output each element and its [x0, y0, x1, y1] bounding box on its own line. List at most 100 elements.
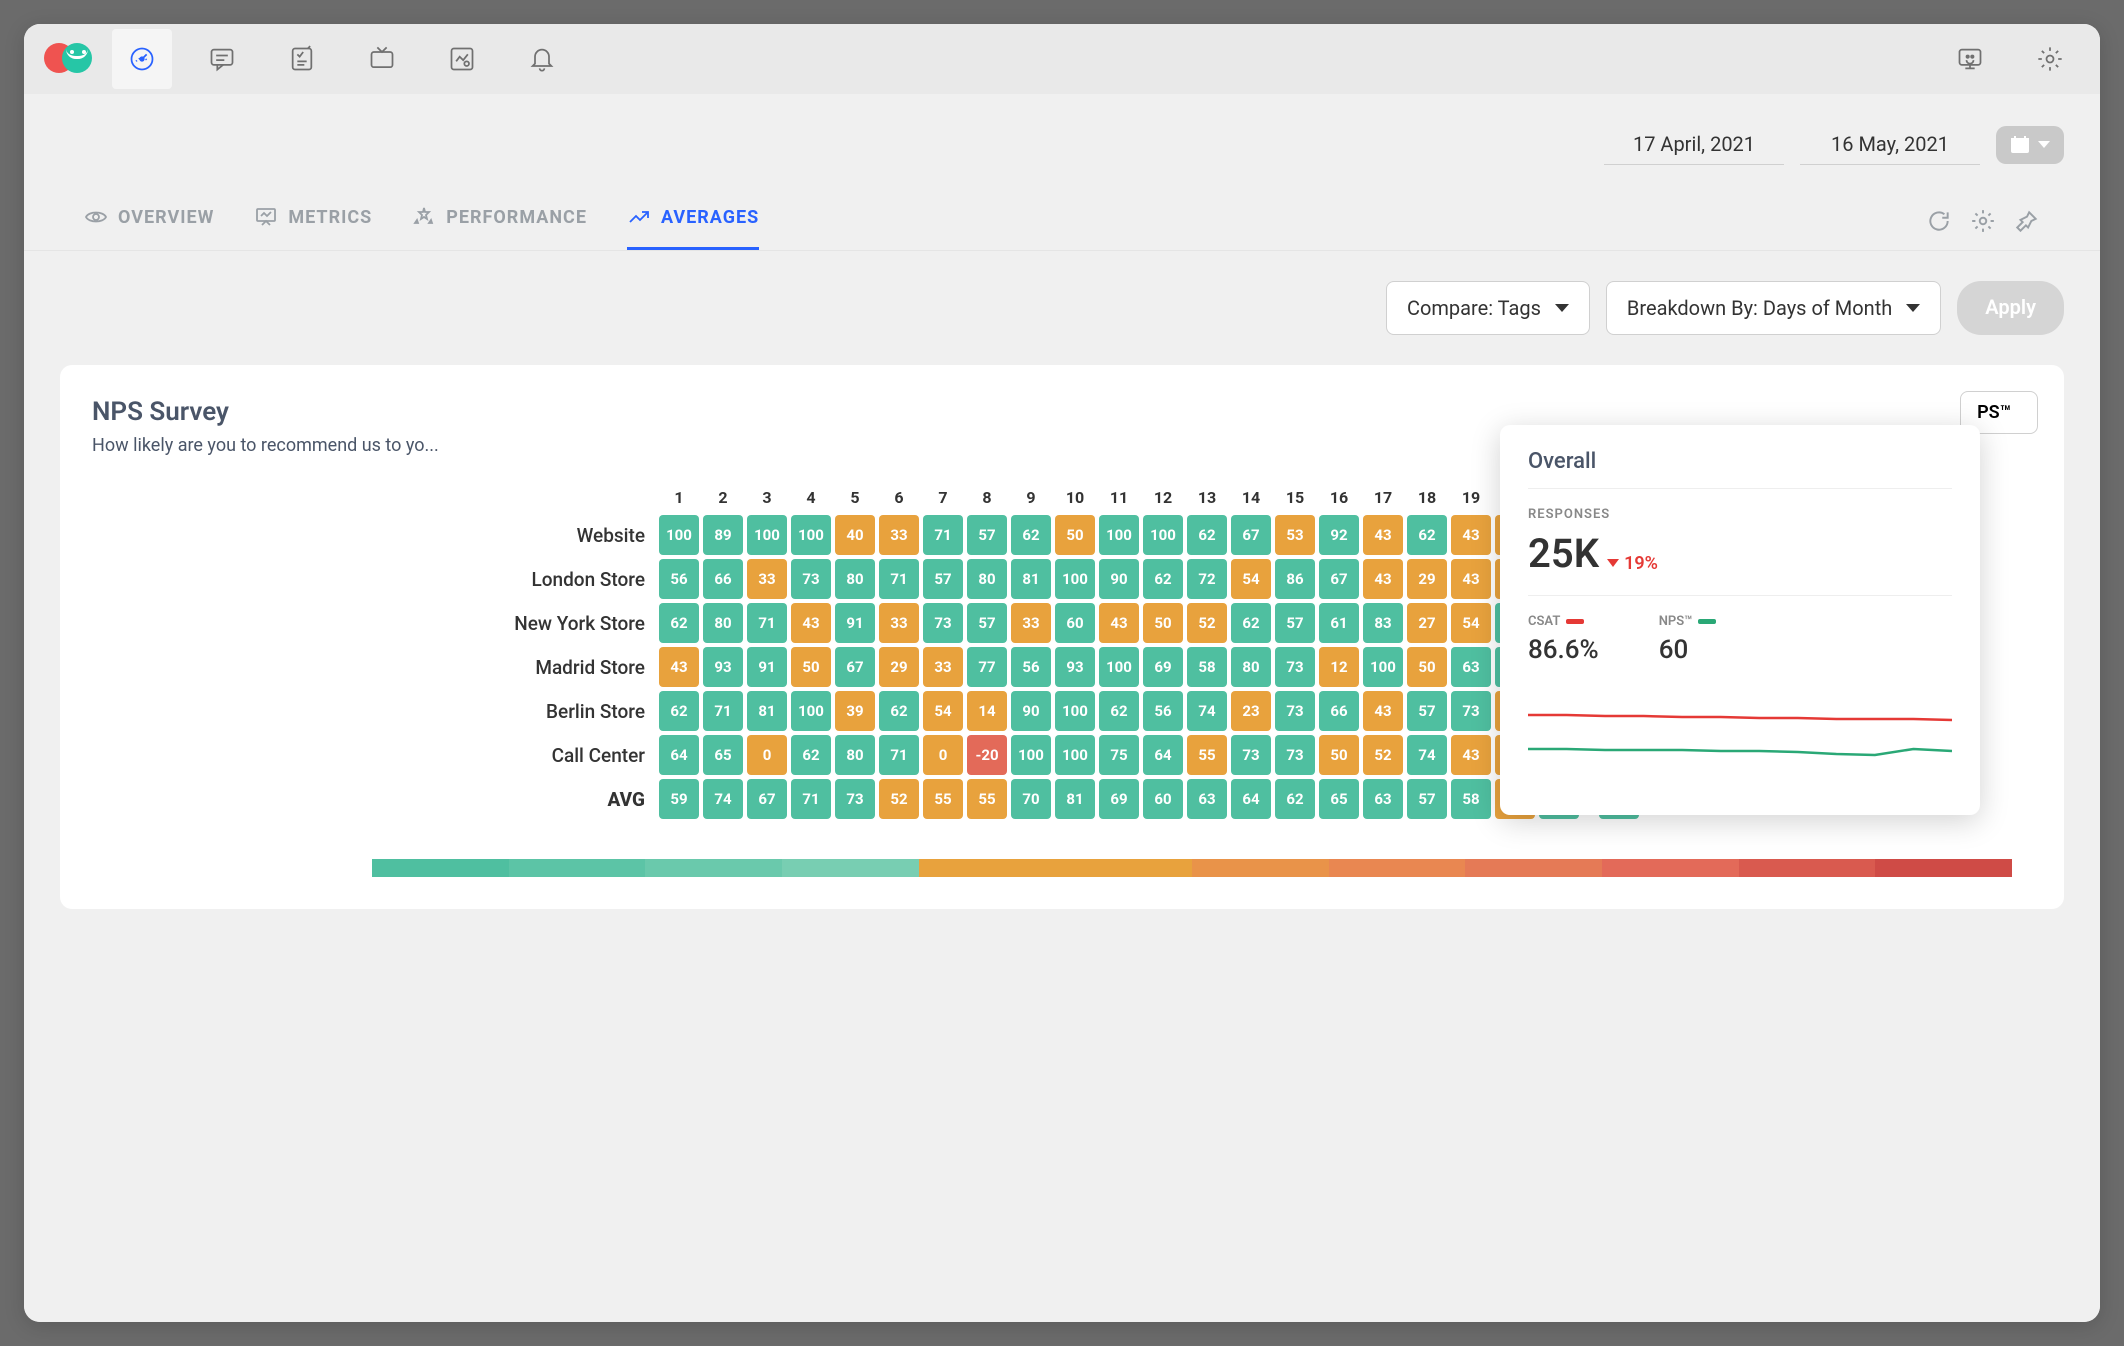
heatmap-cell[interactable]: 52: [1363, 735, 1403, 775]
heatmap-cell[interactable]: 54: [1231, 559, 1271, 599]
heatmap-cell[interactable]: 73: [1451, 691, 1491, 731]
heatmap-cell[interactable]: 83: [1363, 603, 1403, 643]
heatmap-cell[interactable]: 71: [923, 515, 963, 555]
heatmap-cell[interactable]: 43: [1363, 515, 1403, 555]
heatmap-cell[interactable]: 57: [967, 515, 1007, 555]
heatmap-cell[interactable]: 50: [1143, 603, 1183, 643]
heatmap-cell[interactable]: 86: [1275, 559, 1315, 599]
heatmap-cell[interactable]: 80: [1231, 647, 1271, 687]
heatmap-cell[interactable]: 91: [747, 647, 787, 687]
heatmap-cell[interactable]: 66: [703, 559, 743, 599]
heatmap-cell[interactable]: 71: [703, 691, 743, 731]
heatmap-cell[interactable]: 56: [1143, 691, 1183, 731]
heatmap-cell[interactable]: 80: [835, 735, 875, 775]
heatmap-cell[interactable]: 80: [967, 559, 1007, 599]
heatmap-cell[interactable]: 93: [1055, 647, 1095, 687]
heatmap-cell[interactable]: 0: [923, 735, 963, 775]
nav-display-icon[interactable]: [1940, 29, 2000, 89]
heatmap-cell[interactable]: 33: [879, 603, 919, 643]
heatmap-cell[interactable]: 100: [1011, 735, 1051, 775]
heatmap-cell[interactable]: 57: [1407, 691, 1447, 731]
heatmap-cell[interactable]: 100: [1055, 735, 1095, 775]
heatmap-cell[interactable]: 14: [967, 691, 1007, 731]
heatmap-cell[interactable]: 67: [1231, 515, 1271, 555]
heatmap-cell[interactable]: 62: [1407, 515, 1447, 555]
heatmap-cell[interactable]: 57: [923, 559, 963, 599]
heatmap-cell[interactable]: 43: [1363, 559, 1403, 599]
heatmap-cell[interactable]: 90: [1011, 691, 1051, 731]
heatmap-cell[interactable]: 43: [791, 603, 831, 643]
heatmap-cell[interactable]: 80: [703, 603, 743, 643]
heatmap-cell[interactable]: 50: [1055, 515, 1095, 555]
date-end[interactable]: 16 May, 2021: [1800, 124, 1980, 165]
heatmap-cell[interactable]: 100: [1055, 691, 1095, 731]
heatmap-cell[interactable]: -20: [967, 735, 1007, 775]
heatmap-cell[interactable]: 50: [791, 647, 831, 687]
heatmap-cell[interactable]: 69: [1143, 647, 1183, 687]
heatmap-cell[interactable]: 40: [835, 515, 875, 555]
date-start[interactable]: 17 April, 2021: [1604, 124, 1784, 165]
nav-tv-icon[interactable]: [352, 29, 412, 89]
heatmap-cell[interactable]: 61: [1319, 603, 1359, 643]
heatmap-cell[interactable]: 100: [1363, 647, 1403, 687]
heatmap-cell[interactable]: 62: [1187, 515, 1227, 555]
nav-bell-icon[interactable]: [512, 29, 572, 89]
heatmap-cell[interactable]: 100: [659, 515, 699, 555]
heatmap-cell[interactable]: 57: [1275, 603, 1315, 643]
heatmap-cell[interactable]: 100: [1055, 559, 1095, 599]
heatmap-cell[interactable]: 62: [1099, 691, 1139, 731]
heatmap-cell[interactable]: 80: [835, 559, 875, 599]
heatmap-cell[interactable]: 73: [1275, 647, 1315, 687]
heatmap-cell[interactable]: 50: [1407, 647, 1447, 687]
heatmap-cell[interactable]: 63: [1451, 647, 1491, 687]
tab-averages[interactable]: AVERAGES: [627, 205, 759, 250]
heatmap-cell[interactable]: 100: [791, 691, 831, 731]
compare-dropdown[interactable]: Compare: Tags: [1386, 281, 1590, 335]
heatmap-cell[interactable]: 93: [703, 647, 743, 687]
heatmap-cell[interactable]: 57: [967, 603, 1007, 643]
heatmap-cell[interactable]: 91: [835, 603, 875, 643]
heatmap-cell[interactable]: 62: [1143, 559, 1183, 599]
heatmap-cell[interactable]: 67: [835, 647, 875, 687]
heatmap-cell[interactable]: 66: [1319, 691, 1359, 731]
heatmap-cell[interactable]: 71: [879, 559, 919, 599]
heatmap-cell[interactable]: 73: [1275, 691, 1315, 731]
heatmap-cell[interactable]: 43: [1451, 559, 1491, 599]
heatmap-cell[interactable]: 29: [1407, 559, 1447, 599]
heatmap-cell[interactable]: 23: [1231, 691, 1271, 731]
heatmap-cell[interactable]: 43: [1451, 735, 1491, 775]
nav-chat-icon[interactable]: [192, 29, 252, 89]
nav-settings-icon[interactable]: [2020, 29, 2080, 89]
heatmap-cell[interactable]: 33: [747, 559, 787, 599]
heatmap-cell[interactable]: 62: [659, 691, 699, 731]
gear-icon[interactable]: [1970, 208, 1996, 234]
heatmap-cell[interactable]: 73: [1231, 735, 1271, 775]
heatmap-cell[interactable]: 100: [747, 515, 787, 555]
pin-icon[interactable]: [2014, 208, 2040, 234]
nav-report-icon[interactable]: [432, 29, 492, 89]
tab-metrics[interactable]: METRICS: [254, 205, 372, 250]
heatmap-cell[interactable]: 54: [1451, 603, 1491, 643]
heatmap-cell[interactable]: 67: [1319, 559, 1359, 599]
heatmap-cell[interactable]: 64: [659, 735, 699, 775]
heatmap-cell[interactable]: 74: [1407, 735, 1447, 775]
heatmap-cell[interactable]: 56: [659, 559, 699, 599]
heatmap-cell[interactable]: 33: [923, 647, 963, 687]
heatmap-cell[interactable]: 39: [835, 691, 875, 731]
heatmap-cell[interactable]: 58: [1187, 647, 1227, 687]
heatmap-cell[interactable]: 53: [1275, 515, 1315, 555]
heatmap-cell[interactable]: 43: [1451, 515, 1491, 555]
date-picker-button[interactable]: [1996, 126, 2064, 164]
heatmap-cell[interactable]: 77: [967, 647, 1007, 687]
heatmap-cell[interactable]: 43: [659, 647, 699, 687]
apply-button[interactable]: Apply: [1957, 281, 2064, 335]
heatmap-cell[interactable]: 27: [1407, 603, 1447, 643]
heatmap-cell[interactable]: 100: [1099, 647, 1139, 687]
heatmap-cell[interactable]: 62: [879, 691, 919, 731]
heatmap-cell[interactable]: 12: [1319, 647, 1359, 687]
heatmap-cell[interactable]: 72: [1187, 559, 1227, 599]
heatmap-cell[interactable]: 81: [1011, 559, 1051, 599]
heatmap-cell[interactable]: 89: [703, 515, 743, 555]
tab-performance[interactable]: PERFORMANCE: [412, 205, 587, 250]
heatmap-cell[interactable]: 90: [1099, 559, 1139, 599]
